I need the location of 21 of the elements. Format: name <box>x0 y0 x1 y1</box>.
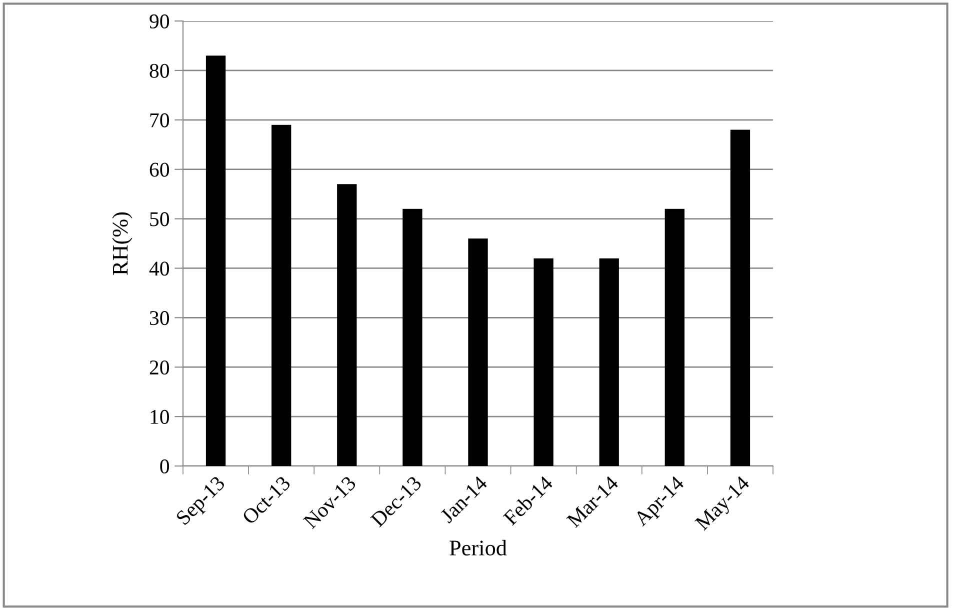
bar <box>272 124 292 466</box>
x-axis-title: Period <box>450 540 507 556</box>
y-tick-label: 30 <box>150 311 170 326</box>
y-axis-title: RH(%) <box>112 212 132 275</box>
bar <box>337 184 357 466</box>
bar <box>730 130 750 466</box>
bar <box>599 258 619 466</box>
y-tick-label: 20 <box>150 360 170 375</box>
bar <box>206 56 226 466</box>
y-tick-label: 50 <box>150 212 170 226</box>
bar <box>534 258 554 466</box>
y-tick-label: 40 <box>149 262 170 276</box>
bar <box>664 208 684 466</box>
y-tick-label: 60 <box>150 162 170 177</box>
y-tick-label: 0 <box>160 459 170 474</box>
bar <box>468 238 488 466</box>
y-tick-label: 10 <box>150 410 170 424</box>
y-tick-label: 70 <box>150 113 170 128</box>
y-tick-label: 90 <box>150 14 170 28</box>
y-tick-label: 80 <box>150 64 170 78</box>
bar <box>402 208 422 466</box>
